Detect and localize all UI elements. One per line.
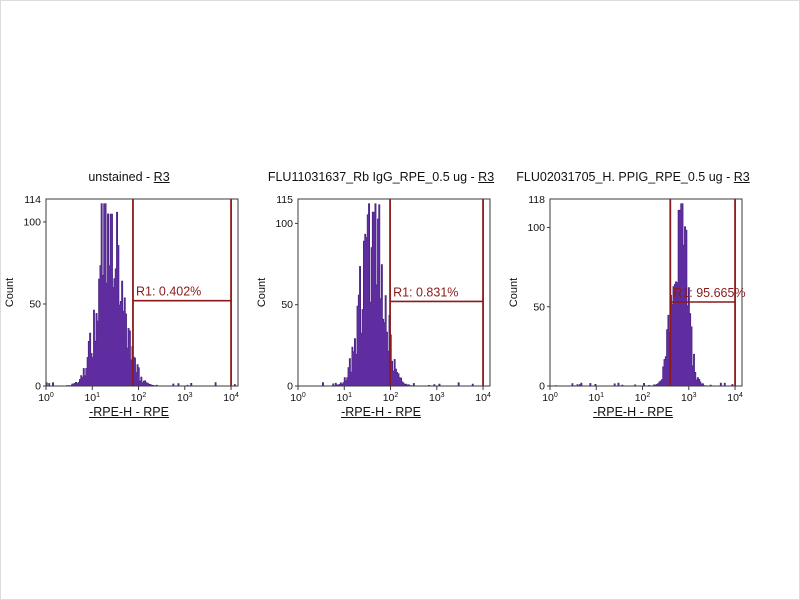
chart-title: FLU11031637_Rb IgG_RPE_0.5 ug - R3 [268, 167, 494, 187]
histogram-plot: R1: 95.665% 0 50 100 118 100 101 102 103 104 Count [508, 194, 746, 404]
y-axis-tick-label: 50 [533, 301, 545, 313]
x-axis-tick-label: 103 [681, 392, 697, 404]
chart-title: unstained - R3 [88, 167, 169, 187]
x-axis-tick-label: 102 [131, 392, 147, 404]
x-axis-tick-label: 102 [635, 392, 651, 404]
y-axis-max-label: 118 [528, 194, 545, 206]
x-axis-tick-label: 103 [429, 392, 445, 404]
x-axis-tick-label: 104 [223, 392, 239, 404]
y-axis-tick-label: 50 [281, 299, 293, 311]
y-axis-tick-label: 0 [539, 381, 545, 393]
gate-percentage-label: R1: 95.665% [673, 286, 745, 300]
x-axis-tick-label: 101 [84, 392, 100, 404]
y-axis-max-label: 115 [276, 194, 293, 206]
x-axis-label: -RPE-H - RPE [593, 405, 673, 419]
x-axis-label: -RPE-H - RPE [341, 405, 421, 419]
x-axis-tick-label: 100 [290, 392, 306, 404]
y-axis-tick-label: 0 [35, 381, 41, 393]
x-axis-tick-label: 102 [383, 392, 399, 404]
chart-title-text: FLU11031637_Rb IgG_RPE_0.5 ug - [267, 170, 479, 184]
y-axis-title: Count [256, 278, 268, 307]
x-axis-label: -RPE-H - RPE [89, 405, 169, 419]
plot-frame [297, 198, 491, 387]
gate-ref-link[interactable]: R3 [733, 170, 750, 184]
y-axis-tick-label: 50 [29, 298, 41, 310]
x-axis-tick-label: 101 [588, 392, 604, 404]
y-axis-tick-label: 100 [275, 218, 293, 230]
gate-percentage-label: R1: 0.831% [393, 285, 458, 299]
plot-frame [549, 198, 743, 387]
chart-title-text: FLU02031705_H. PPIG_RPE_0.5 ug - [516, 170, 734, 184]
plot-frame [45, 198, 239, 387]
y-axis-title: Count [508, 278, 520, 307]
histogram-panel-ppig: FLU02031705_H. PPIG_RPE_0.5 ug - R3 R1: … [507, 167, 759, 419]
x-axis-tick-label: 101 [336, 392, 352, 404]
y-axis-tick-label: 0 [287, 381, 293, 393]
histogram-panel-rb-igg: FLU11031637_Rb IgG_RPE_0.5 ug - R3 R1: 0… [255, 167, 507, 419]
x-axis-label-link[interactable]: -RPE-H - RPE [89, 405, 169, 419]
chart-title-text: unstained - [88, 170, 154, 184]
x-axis-label-link[interactable]: -RPE-H - RPE [593, 405, 673, 419]
histogram-plot: R1: 0.831% 0 50 100 115 100 101 102 103 104 Count [256, 194, 491, 404]
x-axis-tick-label: 100 [542, 392, 558, 404]
y-axis-tick-label: 100 [23, 216, 41, 228]
charts-row: unstained - R3 R1: 0.402% 0 50 100 114 100 101… [3, 167, 759, 419]
x-axis-tick-label: 104 [475, 392, 491, 404]
chart-title: FLU02031705_H. PPIG_RPE_0.5 ug - R3 [516, 167, 749, 187]
histogram-plot: R1: 0.402% 0 50 100 114 100 101 102 103 104 Count [4, 194, 239, 404]
x-axis-label-link[interactable]: -RPE-H - RPE [341, 405, 421, 419]
histogram-panel-unstained: unstained - R3 R1: 0.402% 0 50 100 114 100 101… [3, 167, 255, 419]
x-axis-tick-label: 100 [38, 392, 54, 404]
gate-percentage-label: R1: 0.402% [136, 285, 201, 299]
gate-ref-link[interactable]: R3 [478, 170, 495, 184]
x-axis-tick-label: 104 [727, 392, 743, 404]
y-axis-tick-label: 100 [527, 222, 545, 234]
gate-ref-link[interactable]: R3 [153, 170, 170, 184]
y-axis-max-label: 114 [24, 194, 41, 206]
x-axis-tick-label: 103 [177, 392, 193, 404]
y-axis-title: Count [4, 278, 16, 307]
